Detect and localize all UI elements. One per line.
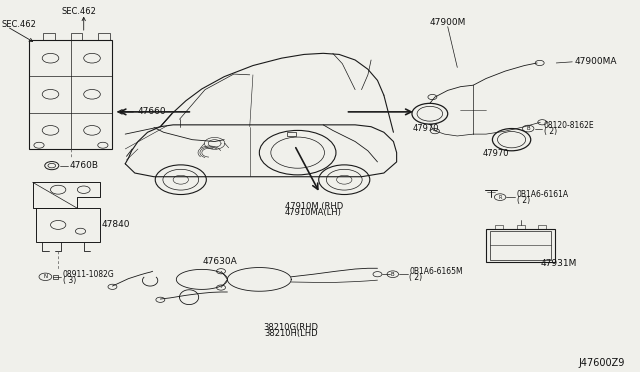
Text: SEC.462: SEC.462 [2, 20, 37, 29]
Text: 47931M: 47931M [540, 259, 577, 267]
Text: 0B1A6-6165M: 0B1A6-6165M [410, 267, 463, 276]
Text: 4760B: 4760B [70, 161, 99, 170]
Text: J47600Z9: J47600Z9 [579, 358, 625, 368]
Text: SEC.462: SEC.462 [61, 7, 96, 16]
Text: B: B [526, 126, 530, 131]
Text: 0B1A6-6161A: 0B1A6-6161A [516, 190, 569, 199]
Text: B: B [391, 272, 395, 277]
Bar [53, 275, 58, 279]
Text: 47910MA(LH): 47910MA(LH) [285, 208, 342, 217]
Text: 47840: 47840 [102, 221, 130, 230]
Text: 08911-1082G: 08911-1082G [63, 270, 115, 279]
Text: 38210G(RHD: 38210G(RHD [263, 323, 318, 332]
Bar [36, 208, 100, 241]
Text: 47900M: 47900M [429, 19, 466, 28]
Text: ( 2): ( 2) [410, 273, 422, 282]
Bar [538, 225, 546, 229]
Text: 08120-8162E: 08120-8162E [543, 122, 594, 131]
Text: 47970: 47970 [413, 124, 439, 133]
Text: 47900MA: 47900MA [574, 57, 617, 66]
Bar [486, 229, 555, 262]
Bar [99, 33, 110, 39]
Bar [490, 231, 551, 260]
Bar [495, 225, 502, 229]
Text: 47630A: 47630A [203, 257, 237, 266]
Text: 47970: 47970 [483, 149, 509, 158]
Bar [287, 132, 296, 136]
Text: R: R [499, 195, 502, 200]
Bar [29, 39, 113, 149]
Text: ( 2): ( 2) [516, 196, 530, 205]
Bar [44, 33, 55, 39]
Text: N: N [44, 274, 47, 279]
Text: 47660: 47660 [138, 108, 166, 116]
Text: ( 3): ( 3) [63, 276, 76, 285]
Text: 47910M (RHD: 47910M (RHD [285, 202, 343, 211]
Bar [517, 225, 525, 229]
Text: ( 2): ( 2) [543, 127, 557, 137]
Text: 38210H(LHD: 38210H(LHD [264, 329, 317, 338]
Bar [71, 33, 83, 39]
